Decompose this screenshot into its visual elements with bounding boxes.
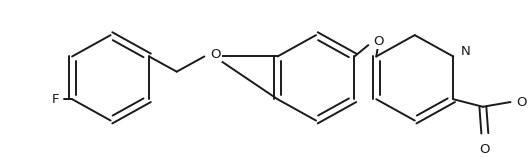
Text: O: O xyxy=(210,48,221,61)
Text: N: N xyxy=(461,45,471,58)
Text: O: O xyxy=(479,143,490,156)
Text: F: F xyxy=(52,93,59,106)
Text: O: O xyxy=(516,95,527,108)
Text: O: O xyxy=(373,35,384,48)
